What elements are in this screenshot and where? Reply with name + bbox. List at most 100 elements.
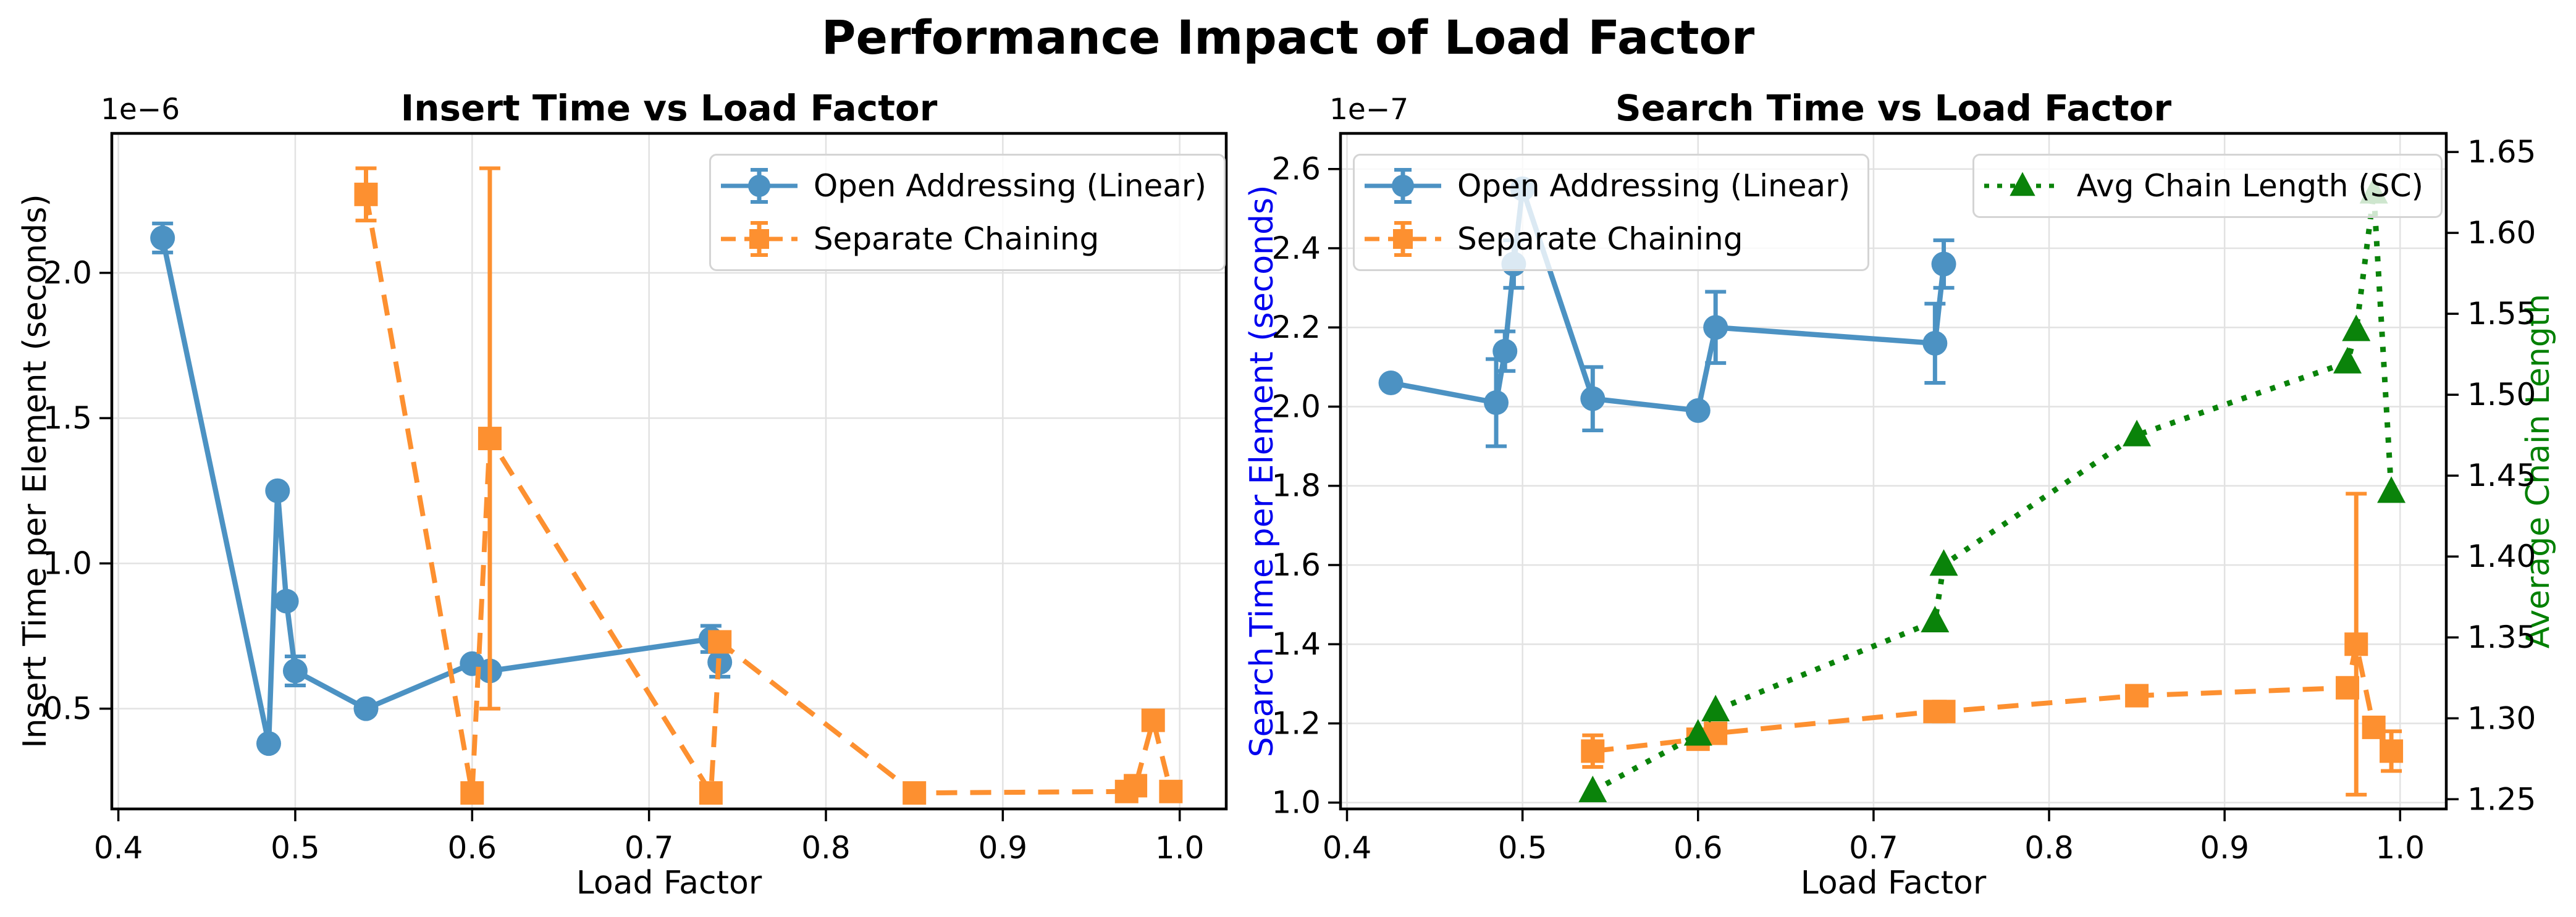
figure-suptitle: Performance Impact of Load Factor [821, 10, 1755, 65]
legend-marker [749, 229, 769, 249]
search-xaxis-label: Load Factor [1800, 865, 1987, 902]
right-y-tick-label: 1.35 [2467, 619, 2536, 655]
data-point-avg-chain-length-sc [1683, 719, 1712, 746]
x-tick-label: 0.4 [94, 830, 143, 866]
y-tick-label: 0.5 [43, 691, 92, 727]
data-point-separate-chaining [2362, 715, 2386, 739]
series-line-avg-chain-length-sc [1591, 192, 2394, 794]
y-tick-label: 1.5 [43, 400, 92, 436]
y-tick-label: 2.6 [1271, 151, 1321, 187]
x-tick-label: 0.6 [1673, 830, 1723, 866]
chain-length-legend: Avg Chain Length (SC) [1972, 154, 2443, 218]
x-tick-label: 1.0 [1155, 830, 1205, 866]
insert-chart-title: Insert Time vs Load Factor [400, 87, 938, 129]
legend-glyph-avg-chain-length-sc [1984, 172, 2061, 196]
data-point-open-addressing-linear [1703, 315, 1728, 340]
data-point-separate-chaining [699, 781, 723, 805]
y-tick-label: 1.2 [1271, 705, 1321, 741]
legend-label: Avg Chain Length (SC) [2076, 168, 2423, 204]
legend-entry-separate-chaining: Separate Chaining [718, 212, 1206, 266]
x-tick-label: 0.8 [801, 830, 851, 866]
data-point-separate-chaining [903, 781, 927, 805]
right-y-tick-label: 1.25 [2467, 781, 2536, 817]
legend-entry-open-addressing: Open Addressing (Linear) [1362, 159, 1850, 212]
y-tick-label: 1.8 [1271, 468, 1321, 504]
right-y-tick-label: 1.55 [2467, 296, 2536, 332]
legend-label: Separate Chaining [813, 221, 1100, 257]
data-point-separate-chaining [2336, 676, 2360, 700]
data-point-avg-chain-length-sc [1921, 606, 1950, 633]
x-tick-label: 0.5 [1498, 830, 1547, 866]
data-point-avg-chain-length-sc [2377, 476, 2406, 503]
right-y-tick-label: 1.65 [2467, 134, 2536, 170]
legend-marker [747, 175, 770, 197]
data-point-open-addressing-linear [1492, 338, 1518, 364]
legend-entry-avg-chain-length: Avg Chain Length (SC) [1982, 159, 2423, 212]
data-point-open-addressing-linear [1484, 390, 1509, 416]
x-tick-label: 0.6 [448, 830, 497, 866]
legend-label: Open Addressing (Linear) [813, 168, 1206, 204]
y-tick-label: 2.4 [1271, 230, 1321, 266]
data-point-open-addressing-linear [256, 731, 281, 756]
data-point-avg-chain-length-sc [2123, 419, 2152, 446]
data-point-separate-chaining [1932, 700, 1956, 724]
search-chart-plot: 0.4 0.5 0.6 0.7 0.8 0.9 1.0 1.0 1.2 1.4 1.6 1.8 2.0 2… [1271, 132, 2536, 866]
data-point-open-addressing-linear [150, 225, 175, 251]
y-tick-label: 1.4 [1271, 626, 1321, 662]
x-tick-label: 0.9 [2200, 830, 2249, 866]
data-point-separate-chaining [2344, 632, 2368, 656]
open-addressing-errorbar-icon [1362, 162, 1444, 209]
insert-offset-text: 1e−6 [101, 93, 180, 127]
data-point-separate-chaining [478, 427, 502, 451]
data-point-avg-chain-length-sc [2333, 346, 2362, 374]
x-tick-label: 1.0 [2376, 830, 2425, 866]
y-tick-label: 1.0 [43, 545, 92, 581]
insert-chart-legend: Open Addressing (Linear) Separate Chaini… [709, 154, 1226, 271]
x-tick-label: 0.9 [979, 830, 1028, 866]
axes-spines [1339, 132, 2448, 811]
data-point-open-addressing-linear [274, 588, 299, 614]
data-point-separate-chaining [1124, 774, 1148, 798]
series-line-open-addressing-linear [160, 237, 723, 745]
search-offset-text: 1e−7 [1329, 93, 1409, 127]
data-point-separate-chaining [1159, 779, 1183, 803]
search-chart-title: Search Time vs Load Factor [1615, 87, 2172, 129]
legend-marker [1392, 175, 1414, 197]
legend-marker [2010, 172, 2035, 196]
x-tick-label: 0.7 [625, 830, 674, 866]
right-y-tick-label: 1.50 [2467, 377, 2536, 412]
right-y-tick-label: 1.45 [2467, 458, 2536, 493]
insert-chart-plot: 0.4 0.5 0.6 0.7 0.8 0.9 1.0 0.5 1.0 1.5 2.0 [43, 132, 1228, 866]
x-tick-label: 0.5 [271, 830, 320, 866]
separate-chaining-errorbar-icon [1362, 216, 1444, 262]
y-tick-label: 2.0 [43, 255, 92, 291]
right-y-tick-label: 1.60 [2467, 215, 2536, 251]
right-y-tick-label: 1.40 [2467, 538, 2536, 574]
search-chart-legend: Open Addressing (Linear) Separate Chaini… [1353, 154, 1870, 271]
right-y-tick-label: 1.30 [2467, 700, 2536, 736]
data-point-avg-chain-length-sc [1929, 549, 1958, 576]
data-point-open-addressing-linear [1931, 251, 1956, 277]
data-point-separate-chaining [460, 781, 484, 805]
legend-label: Open Addressing (Linear) [1457, 168, 1851, 204]
x-tick-label: 0.8 [2024, 830, 2074, 866]
legend-glyph-separate-chaining [1365, 221, 1441, 257]
legend-entry-separate-chaining: Separate Chaining [1362, 212, 1850, 266]
data-point-avg-chain-length-sc [2342, 314, 2371, 341]
data-point-separate-chaining [354, 182, 378, 206]
y-tick-label: 2.0 [1271, 388, 1321, 424]
data-point-separate-chaining [708, 630, 732, 654]
data-point-separate-chaining [1581, 739, 1605, 763]
chain-length-dotted-icon [1982, 162, 2063, 209]
axes-spines [110, 132, 1228, 811]
data-point-avg-chain-length-sc [1701, 695, 1730, 722]
y-tick-label: 1.0 [1271, 785, 1321, 821]
legend-label: Separate Chaining [1457, 221, 1743, 257]
series-line-open-addressing-linear [1390, 188, 1947, 414]
data-point-separate-chaining [1141, 708, 1165, 732]
data-point-open-addressing-linear [1378, 370, 1404, 395]
y-tick-label: 1.6 [1271, 547, 1321, 583]
data-point-open-addressing-linear [265, 478, 290, 503]
legend-marker [1393, 229, 1413, 249]
